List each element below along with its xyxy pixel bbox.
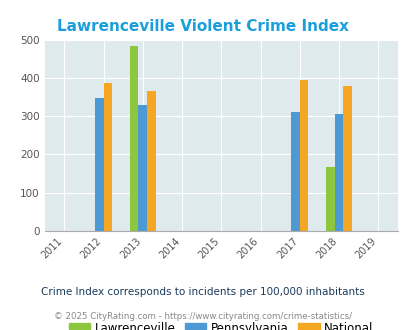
Bar bbox=[343, 86, 351, 231]
Text: © 2025 CityRating.com - https://www.cityrating.com/crime-statistics/: © 2025 CityRating.com - https://www.city… bbox=[54, 312, 351, 321]
Legend: Lawrenceville, Pennsylvania, National: Lawrenceville, Pennsylvania, National bbox=[64, 317, 377, 330]
Bar bbox=[334, 114, 343, 231]
Text: Crime Index corresponds to incidents per 100,000 inhabitants: Crime Index corresponds to incidents per… bbox=[41, 287, 364, 297]
Bar bbox=[138, 105, 147, 231]
Bar bbox=[147, 91, 156, 231]
Bar bbox=[299, 80, 308, 231]
Bar bbox=[130, 46, 138, 231]
Bar bbox=[103, 83, 112, 231]
Bar bbox=[290, 112, 299, 231]
Bar bbox=[325, 167, 334, 231]
Bar bbox=[95, 98, 103, 231]
Text: Lawrenceville Violent Crime Index: Lawrenceville Violent Crime Index bbox=[57, 19, 348, 34]
